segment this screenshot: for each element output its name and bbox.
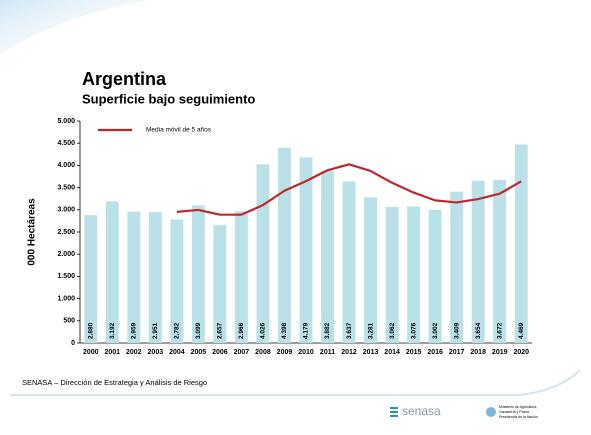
y-tick-label: 4.500 — [57, 140, 75, 147]
ministry: Presidencia de la Nación — [499, 415, 538, 419]
x-tick-label: 2011 — [320, 349, 335, 356]
value-label: 3.062 — [389, 322, 396, 339]
x-tick-label: 2018 — [470, 349, 486, 356]
bar — [213, 225, 227, 343]
y-tick-label: 500 — [63, 318, 75, 325]
value-label: 3.654 — [475, 322, 482, 339]
value-label: 3.281 — [367, 322, 374, 339]
ministry: Ministerio de Agricultura, — [499, 405, 537, 409]
x-tick-label: 2007 — [234, 349, 250, 356]
value-label: 3.637 — [346, 322, 353, 339]
bar — [514, 144, 528, 343]
x-tick-label: 2019 — [492, 349, 508, 356]
bar — [342, 181, 356, 343]
x-tick-label: 2000 — [83, 349, 99, 356]
title: Argentina — [82, 69, 167, 89]
bar — [278, 147, 291, 343]
x-tick-label: 2004 — [169, 349, 185, 356]
x-tick-label: 2010 — [298, 349, 314, 356]
decoration — [0, 0, 150, 55]
value-label: 3.192 — [109, 322, 116, 339]
x-tick-label: 2016 — [427, 349, 443, 356]
y-tick-label: 4.000 — [57, 162, 75, 169]
bar — [493, 179, 507, 343]
value-label: 2.959 — [131, 322, 138, 339]
bar — [105, 201, 119, 343]
bar — [407, 206, 421, 343]
x-tick-label: 2012 — [341, 349, 357, 356]
value-label: 3.076 — [410, 322, 417, 339]
value-label: 4.179 — [303, 322, 310, 339]
bar — [299, 157, 313, 343]
x-tick-label: 2003 — [148, 349, 164, 356]
bar — [234, 211, 248, 343]
x-tick-label: 2002 — [126, 349, 142, 356]
value-label: 4.469 — [518, 322, 525, 339]
y-tick-label: 2.000 — [57, 251, 75, 258]
bar — [127, 211, 141, 343]
ministry: Ganadería y Pesca — [499, 410, 529, 414]
value-label: 2.880 — [87, 322, 94, 339]
y-tick-label: 2.500 — [57, 229, 75, 236]
y-tick-label: 3.500 — [57, 184, 75, 191]
legend-label: Media móvil de 5 años — [146, 127, 212, 134]
y-tick-label: 0 — [71, 340, 75, 347]
x-tick-label: 2006 — [212, 349, 228, 356]
value-label: 3.002 — [432, 322, 439, 339]
subtitle: Superficie bajo seguimiento — [82, 91, 255, 106]
bar — [471, 180, 485, 343]
logo: senasa — [402, 404, 441, 418]
bar — [170, 219, 184, 343]
value-label: 4.026 — [260, 322, 267, 339]
emblem — [486, 407, 496, 417]
x-tick-label: 2015 — [406, 349, 422, 356]
value-label: 2.951 — [152, 322, 159, 339]
x-tick-label: 2017 — [449, 349, 465, 356]
value-label: 2.782 — [174, 322, 181, 339]
y-axis-label: 000 Hectáreas — [27, 198, 38, 266]
bar — [256, 164, 270, 343]
value-label: 3.099 — [195, 322, 202, 339]
value-label: 2.657 — [217, 322, 224, 339]
x-tick-label: 2020 — [513, 349, 529, 356]
y-tick-label: 1.500 — [57, 273, 75, 280]
x-tick-label: 2014 — [384, 349, 400, 356]
x-tick-label: 2009 — [277, 349, 293, 356]
bar — [191, 205, 205, 343]
moving-average-line — [176, 163, 522, 216]
x-tick-label: 2008 — [255, 349, 271, 356]
value-label: 3.409 — [453, 322, 460, 339]
bar — [450, 191, 464, 343]
decoration — [10, 369, 581, 396]
y-tick-label: 5.000 — [57, 118, 75, 125]
x-tick-label: 2001 — [104, 349, 120, 356]
value-label: 4.398 — [281, 322, 288, 339]
x-tick-label: 2013 — [363, 349, 379, 356]
bar — [84, 215, 98, 343]
bar — [321, 170, 334, 343]
value-label: 3.672 — [496, 322, 503, 339]
bar — [148, 211, 162, 343]
logo-icon — [390, 407, 398, 417]
value-label: 3.882 — [324, 322, 331, 339]
bar — [428, 209, 442, 343]
source: SENASA – Dirección de Estrategia y Análi… — [22, 378, 207, 387]
x-tick-label: 2005 — [191, 349, 207, 356]
bar — [385, 207, 399, 343]
bar — [364, 197, 378, 343]
y-tick-label: 1.000 — [57, 295, 75, 302]
y-tick-label: 3.000 — [57, 207, 75, 214]
value-label: 2.966 — [238, 322, 245, 339]
